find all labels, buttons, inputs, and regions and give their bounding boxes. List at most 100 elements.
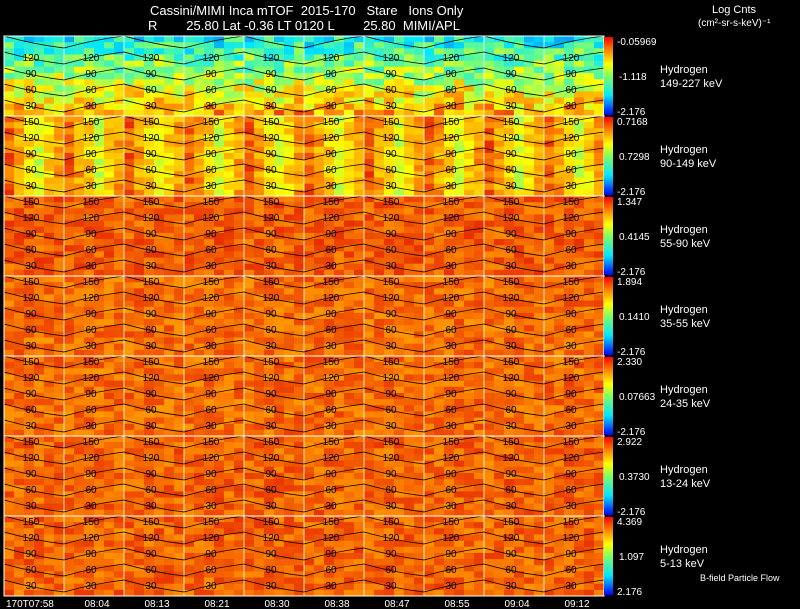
heatmap-cell — [424, 146, 435, 154]
heatmap-cell — [114, 208, 125, 215]
heatmap-cell — [594, 196, 605, 203]
heatmap-cell — [244, 479, 255, 486]
heatmap-cell — [544, 319, 555, 326]
heatmap-cell — [374, 306, 385, 314]
heatmap-cell — [124, 152, 135, 160]
heatmap-cell — [444, 319, 455, 326]
heatmap-cell — [54, 282, 65, 289]
heatmap-cell — [4, 276, 15, 283]
heatmap-cell — [74, 436, 85, 443]
heatmap-cell — [244, 423, 255, 431]
heatmap-cell — [384, 202, 395, 209]
contour-label: 120 — [323, 133, 340, 144]
heatmap-cell — [214, 356, 225, 363]
heatmap-cell — [564, 226, 575, 234]
heatmap-cell — [324, 36, 335, 43]
heatmap-cell — [544, 436, 555, 443]
heatmap-cell — [384, 208, 395, 215]
heatmap-cell — [124, 42, 135, 49]
heatmap-cell — [374, 48, 385, 55]
heatmap-cell — [64, 429, 75, 437]
heatmap-cell — [484, 294, 495, 301]
heatmap-cell — [184, 319, 195, 326]
heatmap-cell — [574, 374, 585, 381]
heatmap-cell — [484, 202, 495, 209]
heatmap-cell — [194, 276, 205, 283]
heatmap-cell — [274, 448, 285, 455]
heatmap-cell — [304, 368, 315, 375]
heatmap-cell — [44, 202, 55, 209]
heatmap-cell — [384, 392, 395, 400]
heatmap-cell — [154, 343, 165, 351]
heatmap-cell — [244, 146, 255, 154]
heatmap-cell — [274, 85, 285, 92]
heatmap-cell — [504, 251, 515, 258]
heatmap-cell — [184, 460, 195, 468]
heatmap-cell — [584, 214, 595, 221]
heatmap-cell — [164, 472, 175, 480]
heatmap-cell — [84, 189, 95, 197]
heatmap-cell — [144, 109, 155, 117]
heatmap-cell — [114, 306, 125, 314]
heatmap-cell — [104, 239, 115, 246]
heatmap-cell — [14, 60, 25, 68]
colorbar-title: Log Cnts — [712, 4, 757, 16]
heatmap-cell — [564, 196, 575, 203]
contour-label: 90 — [145, 69, 157, 80]
heatmap-cell — [14, 220, 25, 228]
heatmap-cell — [574, 448, 585, 455]
heatmap-cell — [524, 436, 535, 443]
contour-label: 120 — [23, 293, 40, 304]
heatmap-cell — [584, 171, 595, 178]
heatmap-cell — [214, 189, 225, 197]
heatmap-cell — [404, 276, 415, 283]
contour-line — [363, 67, 425, 81]
heatmap-cell — [574, 239, 585, 246]
heatmap-cell — [114, 399, 125, 406]
heatmap-cell — [24, 269, 35, 277]
contour-label: 60 — [265, 405, 277, 416]
heatmap-cell — [254, 392, 265, 400]
contour-label: 90 — [25, 229, 37, 240]
heatmap-cell — [164, 454, 175, 461]
heatmap-cell — [474, 214, 485, 221]
heatmap-cell — [54, 239, 65, 246]
heatmap-cell — [74, 103, 85, 111]
heatmap-cell — [534, 116, 545, 123]
heatmap-cell — [314, 294, 325, 301]
heatmap-cell — [494, 183, 505, 191]
heatmap-cell — [204, 306, 215, 314]
heatmap-cell — [414, 189, 425, 197]
heatmap-cell — [524, 442, 535, 449]
heatmap-cell — [4, 196, 15, 203]
heatmap-cell — [64, 208, 75, 215]
heatmap-cell — [464, 337, 475, 344]
contour-label: 30 — [25, 101, 37, 112]
heatmap-cell — [154, 214, 165, 221]
heatmap-cell — [474, 122, 485, 129]
heatmap-cell — [574, 36, 585, 43]
heatmap-cell — [114, 183, 125, 191]
heatmap-cell — [34, 146, 45, 154]
heatmap-cell — [274, 300, 285, 308]
heatmap-cell — [374, 72, 385, 80]
heatmap-cell — [354, 214, 365, 221]
heatmap-cell — [304, 54, 315, 61]
heatmap-cell — [154, 189, 165, 197]
heatmap-cell — [434, 423, 445, 431]
heatmap-cell — [304, 466, 315, 474]
heatmap-cell — [244, 442, 255, 449]
heatmap-cell — [354, 226, 365, 234]
heatmap-cell — [524, 60, 535, 68]
heatmap-cell — [194, 134, 205, 141]
heatmap-cell — [394, 122, 405, 129]
contour-label: 60 — [25, 405, 37, 416]
heatmap-cell — [234, 152, 245, 160]
heatmap-cell — [574, 276, 585, 283]
heatmap-cell — [154, 448, 165, 455]
heatmap-cell — [334, 288, 345, 295]
heatmap-cell — [464, 79, 475, 86]
heatmap-cell — [524, 232, 535, 240]
heatmap-cell — [544, 165, 555, 172]
contour-label: 60 — [265, 85, 277, 96]
